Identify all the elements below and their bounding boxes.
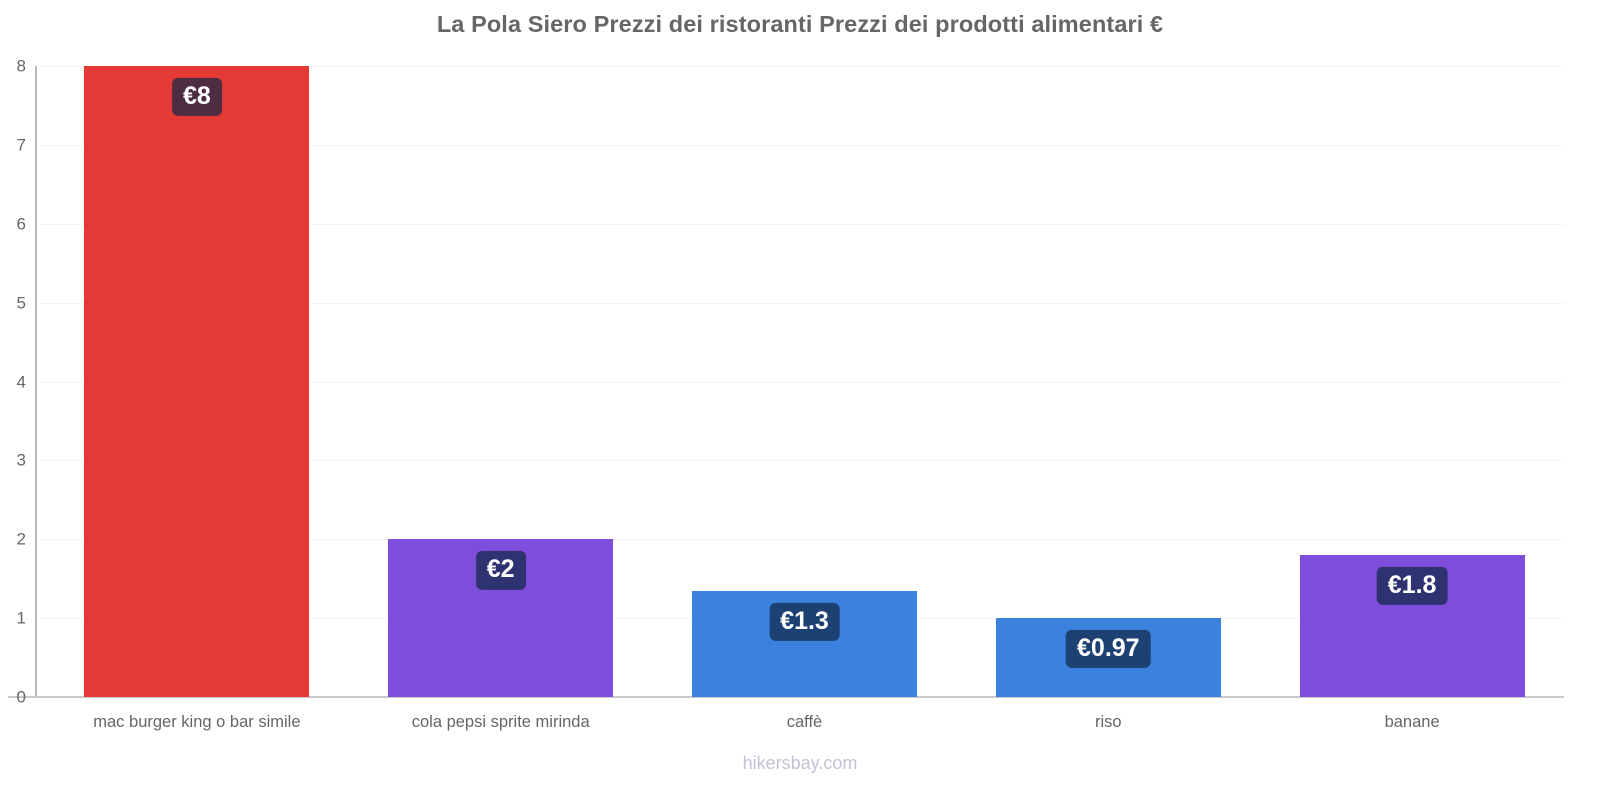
- x-tick-label: mac burger king o bar simile: [93, 713, 301, 731]
- x-tick-label: banane: [1384, 713, 1440, 731]
- gridline: [36, 144, 1564, 146]
- y-tick-label: 1: [16, 608, 26, 628]
- y-tick-label: 5: [16, 293, 26, 313]
- x-tick-label: riso: [1095, 713, 1122, 731]
- y-tick-label: 3: [16, 450, 26, 470]
- x-tick-label: caffè: [786, 713, 823, 731]
- bar-value-label: €0.97: [1066, 630, 1151, 669]
- gridline: [36, 66, 1564, 67]
- y-tick-label: 6: [16, 214, 26, 234]
- chart-title: La Pola Siero Prezzi dei ristoranti Prez…: [436, 11, 1164, 37]
- y-tick-label: 4: [16, 372, 26, 391]
- gridline: [36, 381, 1564, 383]
- gridline: [36, 302, 1564, 304]
- y-tick-label: 0: [16, 687, 26, 707]
- bar[interactable]: [84, 66, 309, 697]
- y-axis-line: [35, 66, 37, 698]
- y-tick-label: 7: [16, 135, 26, 155]
- footer-credit: hikersbay.com: [742, 753, 858, 773]
- y-tick-label: 8: [16, 56, 26, 76]
- gridline: [36, 223, 1564, 225]
- bar-value-label: €1.8: [1376, 566, 1448, 606]
- gridline: [36, 460, 1564, 462]
- x-axis-line: [8, 696, 1564, 698]
- bar-value-label: €8: [171, 77, 222, 117]
- gridline: [36, 539, 1564, 541]
- bar-value-label: €1.3: [769, 602, 840, 641]
- x-tick-label: cola pepsi sprite mirinda: [411, 713, 590, 731]
- y-tick-label: 2: [16, 529, 26, 549]
- bar-value-label: €2: [475, 551, 526, 590]
